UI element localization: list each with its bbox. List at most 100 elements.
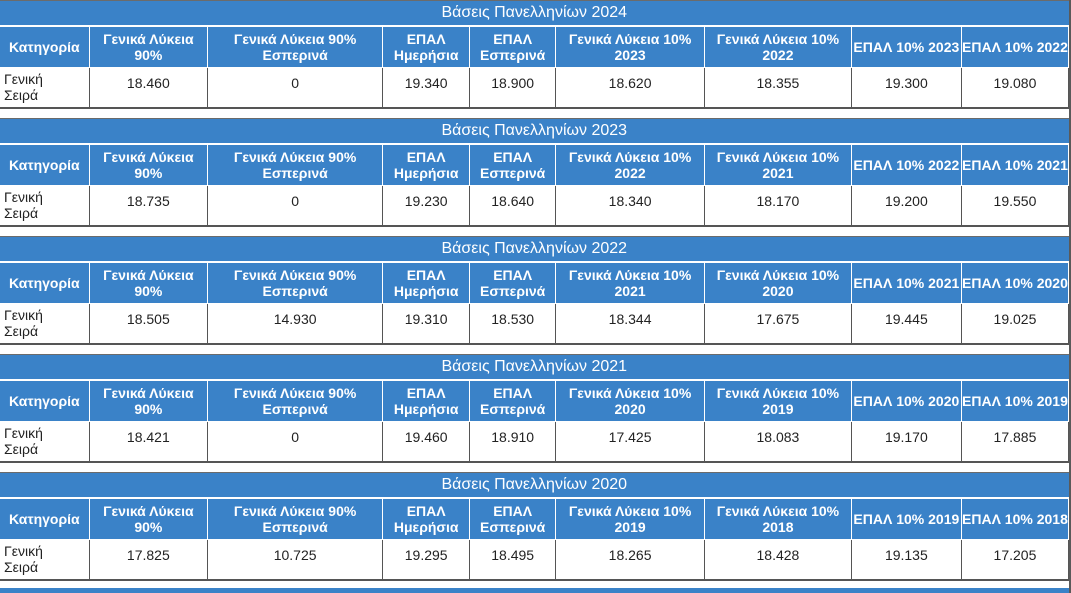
- table-title: Βάσεις Πανελληνίων 2021: [0, 354, 1069, 381]
- table-row: Γενική Σειρά 17.825 10.725 19.295 18.495 18.26…: [0, 539, 1070, 581]
- category-label: Γενική: [4, 307, 43, 323]
- column-header: ΕΠΑΛ Εσπερινά: [469, 25, 557, 68]
- table-row: Γενική Σειρά 18.421 0 19.460 18.910 17.425 18.0…: [0, 421, 1070, 463]
- column-header: ΕΠΑΛ 10% 2022: [960, 25, 1070, 68]
- score-cell: 19.025: [960, 303, 1070, 345]
- score-cell: 19.300: [850, 67, 962, 109]
- column-header: Γενικά Λύκεια 90% Εσπερινά: [207, 261, 384, 304]
- column-header: Γενικά Λύκεια 10% 2021: [555, 261, 706, 304]
- category-cell: Γενική Σειρά: [0, 67, 90, 109]
- column-header: ΕΠΑΛ 10% 2023: [850, 25, 962, 68]
- column-header: Γενικά Λύκεια 10% 2019: [555, 497, 706, 540]
- page-scrollbar-edge[interactable]: [1069, 0, 1071, 593]
- column-header: Γενικά Λύκεια 90%: [88, 379, 209, 422]
- column-header: Γενικά Λύκεια 90% Εσπερινά: [207, 143, 384, 186]
- score-cell: 18.421: [88, 421, 209, 463]
- year-table-block: Βάσεις Πανελληνίων 2024 Κατηγορία Γενικά Λ…: [0, 0, 1070, 118]
- score-cell: 19.200: [850, 185, 962, 227]
- category-cell: Γενική Σειρά: [0, 421, 90, 463]
- score-cell: 0: [207, 185, 384, 227]
- category-label: Σειρά: [4, 559, 39, 575]
- score-cell: 19.080: [960, 67, 1070, 109]
- table-title: Βάσεις Πανελληνίων 2023: [0, 118, 1069, 145]
- column-header: ΕΠΑΛ Εσπερινά: [469, 261, 557, 304]
- scores-table: Βάσεις Πανελληνίων 2021 Κατηγορία Γενικά Λ…: [0, 354, 1070, 463]
- table-title: Βάσεις Πανελληνίων 2022: [0, 236, 1069, 263]
- table-title: Βάσεις Πανελληνίων 2024: [0, 0, 1069, 27]
- column-header: Κατηγορία: [0, 25, 90, 68]
- column-header: ΕΠΑΛ Ημερήσια: [382, 497, 471, 540]
- next-table-title-bar: [0, 588, 1069, 593]
- column-header: ΕΠΑΛ Ημερήσια: [382, 379, 471, 422]
- column-header: ΕΠΑΛ Ημερήσια: [382, 143, 471, 186]
- category-cell: Γενική Σειρά: [0, 185, 90, 227]
- scores-table: Βάσεις Πανελληνίων 2022 Κατηγορία Γενικά Λ…: [0, 236, 1070, 345]
- score-cell: 18.460: [88, 67, 209, 109]
- column-header: ΕΠΑΛ 10% 2021: [960, 143, 1070, 186]
- score-cell: 19.170: [850, 421, 962, 463]
- score-cell: 17.425: [555, 421, 706, 463]
- score-cell: 18.344: [555, 303, 706, 345]
- score-cell: 18.900: [469, 67, 557, 109]
- column-header: ΕΠΑΛ 10% 2021: [850, 261, 962, 304]
- column-header: Γενικά Λύκεια 10% 2019: [704, 379, 852, 422]
- score-cell: 18.620: [555, 67, 706, 109]
- score-cell: 0: [207, 421, 384, 463]
- score-cell: 18.735: [88, 185, 209, 227]
- column-header: Γενικά Λύκεια 10% 2022: [555, 143, 706, 186]
- column-header: Γενικά Λύκεια 10% 2022: [704, 25, 852, 68]
- column-header: Κατηγορία: [0, 379, 90, 422]
- score-cell: 18.170: [704, 185, 852, 227]
- column-header: Γενικά Λύκεια 10% 2023: [555, 25, 706, 68]
- score-cell: 19.550: [960, 185, 1070, 227]
- column-header: Γενικά Λύκεια 10% 2018: [704, 497, 852, 540]
- column-header: Γενικά Λύκεια 90%: [88, 143, 209, 186]
- category-label: Γενική: [4, 189, 43, 205]
- table-row: Γενική Σειρά 18.505 14.930 19.310 18.530 18.34…: [0, 303, 1070, 345]
- category-label: Σειρά: [4, 87, 39, 103]
- category-label: Σειρά: [4, 441, 39, 457]
- category-label: Σειρά: [4, 205, 39, 221]
- year-table-block: Βάσεις Πανελληνίων 2023 Κατηγορία Γενικά Λ…: [0, 118, 1070, 236]
- category-label: Σειρά: [4, 323, 39, 339]
- score-cell: 18.355: [704, 67, 852, 109]
- score-cell: 18.505: [88, 303, 209, 345]
- score-cell: 18.910: [469, 421, 557, 463]
- column-header: ΕΠΑΛ Εσπερινά: [469, 143, 557, 186]
- score-cell: 19.340: [382, 67, 471, 109]
- column-header: ΕΠΑΛ Εσπερινά: [469, 497, 557, 540]
- table-row: Γενική Σειρά 18.735 0 19.230 18.640 18.340 18.1…: [0, 185, 1070, 227]
- category-label: Γενική: [4, 425, 43, 441]
- score-cell: 19.310: [382, 303, 471, 345]
- column-header: Γενικά Λύκεια 90% Εσπερινά: [207, 379, 384, 422]
- score-cell: 19.460: [382, 421, 471, 463]
- score-cell: 18.265: [555, 539, 706, 581]
- score-cell: 19.445: [850, 303, 962, 345]
- column-header: Γενικά Λύκεια 90%: [88, 497, 209, 540]
- score-cell: 18.495: [469, 539, 557, 581]
- score-cell: 18.530: [469, 303, 557, 345]
- score-cell: 19.230: [382, 185, 471, 227]
- column-header: Γενικά Λύκεια 90% Εσπερινά: [207, 497, 384, 540]
- score-cell: 18.340: [555, 185, 706, 227]
- score-cell: 17.885: [960, 421, 1070, 463]
- column-header: Γενικά Λύκεια 90% Εσπερινά: [207, 25, 384, 68]
- score-cell: 17.825: [88, 539, 209, 581]
- category-label: Γενική: [4, 543, 43, 559]
- column-header: Γενικά Λύκεια 10% 2021: [704, 143, 852, 186]
- column-header: ΕΠΑΛ 10% 2020: [850, 379, 962, 422]
- column-header: ΕΠΑΛ 10% 2019: [850, 497, 962, 540]
- column-header: Κατηγορία: [0, 497, 90, 540]
- category-cell: Γενική Σειρά: [0, 303, 90, 345]
- column-header: ΕΠΑΛ Ημερήσια: [382, 261, 471, 304]
- category-label: Γενική: [4, 71, 43, 87]
- year-table-block: Βάσεις Πανελληνίων 2021 Κατηγορία Γενικά Λ…: [0, 354, 1070, 472]
- table-row: Γενική Σειρά 18.460 0 19.340 18.900 18.620 18.3…: [0, 67, 1070, 109]
- score-cell: 19.295: [382, 539, 471, 581]
- score-cell: 18.083: [704, 421, 852, 463]
- column-header: Γενικά Λύκεια 10% 2020: [704, 261, 852, 304]
- score-cell: 10.725: [207, 539, 384, 581]
- column-header: Κατηγορία: [0, 261, 90, 304]
- column-header: ΕΠΑΛ 10% 2022: [850, 143, 962, 186]
